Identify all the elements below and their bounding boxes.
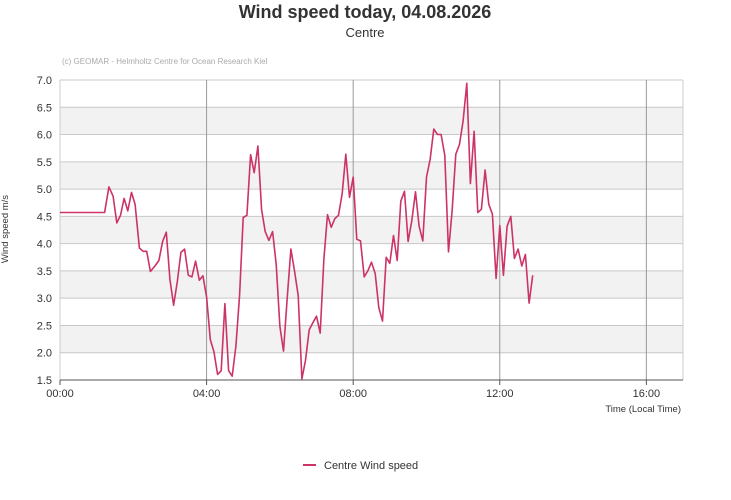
y-tick-label: 2.5 <box>37 320 52 332</box>
y-tick-label: 3.5 <box>37 266 52 278</box>
horizontal-gridlines <box>60 79 683 354</box>
plot-bands <box>60 80 683 380</box>
x-axis-tick-marks <box>59 380 647 385</box>
y-axis-tick-labels: 1.5 2.0 2.5 3.0 3.5 4.0 4.5 5.0 5.5 6.0 6.5 7.0 <box>37 75 52 387</box>
plot-band <box>60 298 683 326</box>
y-axis-label: Wind speed m/s <box>0 195 11 263</box>
x-tick-label: 16:00 <box>633 388 661 400</box>
y-tick-label: 4.5 <box>37 211 52 223</box>
chart-title: Wind speed today, 04.08.2026 <box>239 2 492 22</box>
plot-band <box>60 270 683 299</box>
plot-band <box>60 134 683 162</box>
x-axis-tick-labels: 00:00 04:00 08:00 12:00 16:00 <box>46 388 660 400</box>
x-tick-label: 12:00 <box>486 388 514 400</box>
x-tick-label: 00:00 <box>46 388 74 400</box>
x-tick-label: 04:00 <box>193 388 221 400</box>
y-tick-label: 2.0 <box>37 348 52 360</box>
plot-band <box>60 325 683 353</box>
legend-label: Centre Wind speed <box>324 460 418 472</box>
y-tick-label: 5.5 <box>37 157 52 169</box>
chart-subtitle: Centre <box>345 25 384 40</box>
chart-credit: (c) GEOMAR - Helmholtz Centre for Ocean … <box>62 57 268 66</box>
series-line-centre-wind-speed <box>60 82 534 380</box>
y-tick-label: 7.0 <box>37 75 52 87</box>
y-tick-label: 3.0 <box>37 293 52 305</box>
x-tick-label: 08:00 <box>339 388 367 400</box>
plot-band <box>60 107 683 135</box>
x-axis-label: Time (Local Time) <box>605 404 681 415</box>
y-tick-label: 6.0 <box>37 130 52 142</box>
plot-band <box>60 80 683 108</box>
plot-band <box>60 189 683 217</box>
plot-band <box>60 243 683 271</box>
y-tick-label: 6.5 <box>37 102 52 114</box>
legend[interactable]: Centre Wind speed <box>303 460 418 472</box>
plot-band <box>60 216 683 244</box>
plot-band <box>60 161 683 190</box>
y-tick-label: 1.5 <box>37 375 52 387</box>
plot-band <box>60 352 683 380</box>
y-tick-label: 4.0 <box>37 239 52 251</box>
y-tick-label: 5.0 <box>37 184 52 196</box>
